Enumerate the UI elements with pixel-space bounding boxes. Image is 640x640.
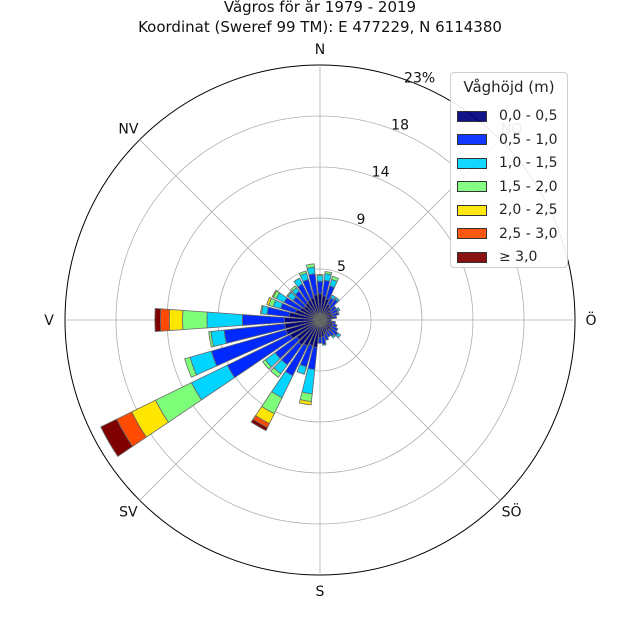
direction-label: SV [119, 505, 138, 521]
radial-tick-label: 14 [372, 165, 390, 181]
bar-segment [335, 307, 341, 312]
direction-label: SÖ [502, 503, 522, 521]
bar-segment [206, 311, 244, 329]
bar-segment [100, 418, 134, 457]
bar-segment [331, 320, 336, 325]
bar-segment [182, 309, 208, 331]
chart-title: Vågros för år 1979 - 2019 [223, 0, 417, 16]
bar-segment [208, 331, 214, 348]
bar-segment [330, 294, 337, 301]
radial-tick-label: 9 [357, 212, 366, 228]
bar-segment [331, 275, 340, 283]
bar-segment [316, 275, 324, 282]
legend-title: Våghöjd (m) [463, 78, 555, 96]
legend-swatch [457, 157, 487, 169]
legend-entry: 1,5 - 2,0 [457, 177, 557, 197]
chart-subtitle: Koordinat (Sweref 99 TM): E 477229, N 61… [138, 18, 502, 36]
legend-swatch [457, 181, 487, 192]
bar-segment [290, 285, 298, 292]
legend-label: 2,0 - 2,5 [499, 202, 558, 218]
stacked-bars [100, 263, 342, 457]
bar-segment [324, 271, 333, 276]
bar-segment [316, 280, 324, 294]
bar-segment [316, 274, 324, 277]
bar-segment [330, 325, 339, 332]
bar-segment [270, 367, 282, 378]
bar-segment [184, 356, 197, 378]
angular-gridline [139, 139, 321, 321]
bar-segment [266, 296, 272, 306]
bar-segment [331, 323, 338, 328]
bar-segment [296, 364, 308, 375]
legend-label: 1,5 - 2,0 [499, 178, 558, 195]
bar-segment [325, 330, 332, 338]
bar-segment [159, 308, 171, 332]
bar-segment [286, 290, 292, 298]
bar-segment [241, 314, 286, 326]
bar-segment [322, 343, 327, 346]
bar-segment [336, 311, 340, 316]
legend-entry: 0,5 - 1,0 [457, 130, 557, 150]
bar-segment [317, 337, 323, 344]
bar-segment [298, 270, 308, 276]
bar-segment [293, 277, 304, 288]
legend: Våghöjd (m) 0,0 - 0,5 0,5 - 1,0 1,0 - 1,5 1… [450, 72, 568, 268]
legend-label: 1,0 - 1,5 [499, 155, 558, 171]
legend-label: 2,5 - 3,0 [499, 225, 558, 242]
bar-segment [323, 332, 330, 341]
radial-tick-label: 18 [391, 118, 409, 134]
legend-swatch [457, 228, 487, 239]
bar-segment [331, 333, 336, 339]
radial-tick-label: 5 [337, 259, 346, 275]
legend-swatch [457, 134, 487, 145]
legend-label: ≥ 3,0 [499, 249, 538, 265]
bar-segment [329, 305, 337, 313]
bar-segment [305, 263, 315, 269]
bar-segment [168, 309, 184, 331]
legend-entry: ≥ 3,0 [457, 247, 537, 267]
legend-swatch [457, 204, 487, 216]
legend-swatch [457, 110, 487, 122]
bar-segment [334, 297, 340, 303]
bar-segment [262, 359, 272, 370]
angular-gridline [319, 319, 501, 501]
angular-gridline [139, 319, 321, 501]
legend-entry: 2,0 - 2,5 [457, 200, 557, 220]
direction-label: S [316, 584, 325, 600]
direction-label: N [315, 42, 325, 58]
bar-segment [332, 315, 337, 320]
direction-label: Ö [585, 311, 596, 329]
bar-segment [154, 308, 162, 332]
legend-entry: 2,5 - 3,0 [457, 224, 557, 244]
legend-entry: 0,0 - 0,5 [457, 106, 557, 126]
direction-label: NV [118, 121, 138, 137]
bar-segment [271, 289, 278, 298]
bar-segment [260, 305, 264, 315]
direction-label: V [44, 313, 54, 329]
bar-segment [250, 418, 269, 432]
bar-segment [335, 332, 342, 339]
legend-label: 0,5 - 1,0 [499, 131, 558, 148]
radial-tick-label: 23% [404, 70, 435, 86]
polar-labels: NNOÖSÖSSVVNV59141823% [44, 42, 596, 600]
legend-entry: 1,0 - 1,5 [457, 153, 557, 173]
legend-label: 0,0 - 0,5 [499, 108, 558, 124]
bar-segment [298, 399, 312, 406]
legend-swatch [457, 251, 487, 263]
